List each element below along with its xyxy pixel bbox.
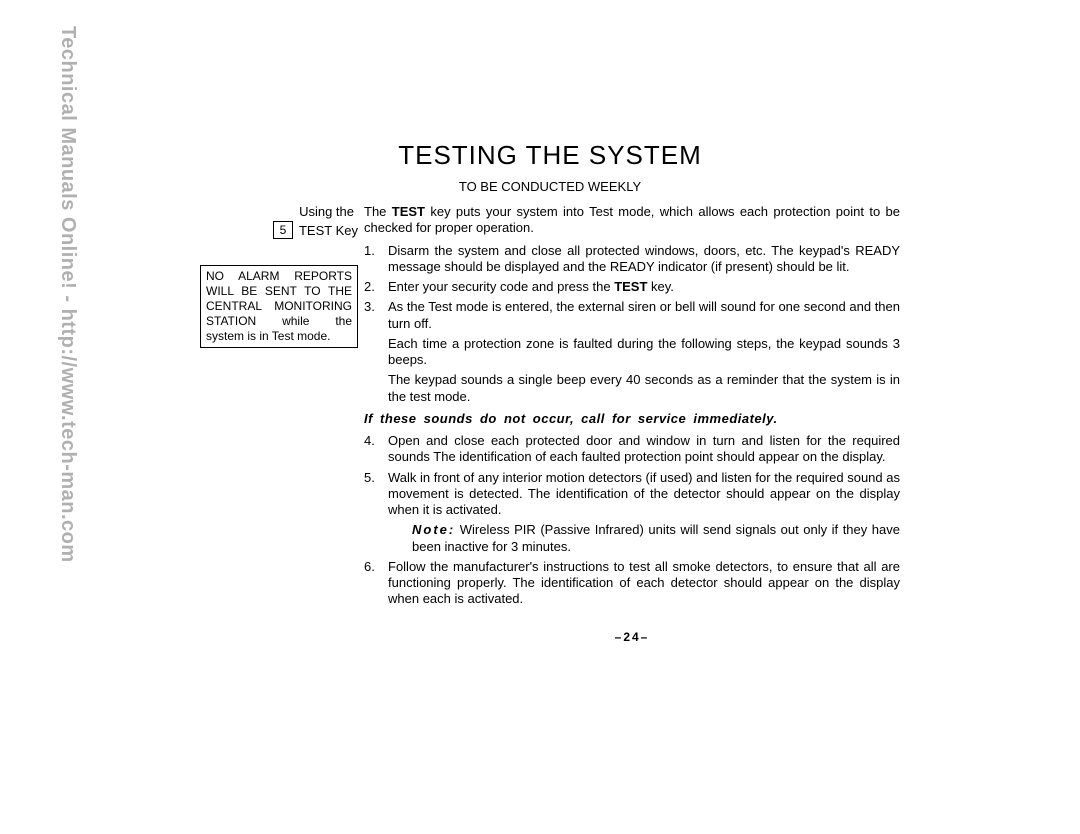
- notice-line: system is in Test mode.: [206, 329, 352, 344]
- step-text: Enter your security code and press the T…: [388, 279, 900, 295]
- body-column: The TEST key puts your system into Test …: [364, 204, 900, 645]
- step-5: 5. Walk in front of any interior motion …: [364, 470, 900, 519]
- key-row: 5 TEST Key: [200, 221, 358, 239]
- two-column-layout: Using the 5 TEST Key NO ALARM REPORTS WI…: [200, 204, 900, 645]
- alarm-notice-box: NO ALARM REPORTS WILL BE SENT TO THE CEN…: [200, 265, 358, 348]
- step-3-sub1: Each time a protection zone is faulted d…: [388, 336, 900, 369]
- service-warning: If these sounds do not occur, call for s…: [364, 411, 900, 427]
- step-text: Follow the manufacturer's instructions t…: [388, 559, 900, 608]
- document-page: Technical Manuals Online! - http://www.t…: [0, 0, 1080, 834]
- notice-line: WILL BE SENT TO THE: [206, 284, 352, 299]
- step-3: 3. As the Test mode is entered, the exte…: [364, 299, 900, 332]
- step-number: 2.: [364, 279, 388, 295]
- notice-line: STATION while the: [206, 314, 352, 329]
- step-5-note: Note: Wireless PIR (Passive Infrared) un…: [412, 522, 900, 555]
- key-number-box: 5: [273, 221, 293, 239]
- step-text: As the Test mode is entered, the externa…: [388, 299, 900, 332]
- page-content: TESTING THE SYSTEM TO BE CONDUCTED WEEKL…: [200, 140, 900, 645]
- page-subtitle: TO BE CONDUCTED WEEKLY: [200, 179, 900, 194]
- step-text: Disarm the system and close all protecte…: [388, 243, 900, 276]
- watermark-text: Technical Manuals Online! - http://www.t…: [56, 26, 79, 563]
- step-number: 3.: [364, 299, 388, 332]
- step-number: 5.: [364, 470, 388, 519]
- page-number: –24–: [364, 630, 900, 645]
- step-3-sub2: The keypad sounds a single beep every 40…: [388, 372, 900, 405]
- step-4: 4. Open and close each protected door an…: [364, 433, 900, 466]
- step-2-bold: TEST: [614, 279, 647, 294]
- using-key-block: Using the 5 TEST Key: [200, 204, 358, 239]
- step-text: Walk in front of any interior motion det…: [388, 470, 900, 519]
- step-number: 4.: [364, 433, 388, 466]
- step-text: Open and close each protected door and w…: [388, 433, 900, 466]
- steps-list-cont: 4. Open and close each protected door an…: [364, 433, 900, 518]
- sidebar-column: Using the 5 TEST Key NO ALARM REPORTS WI…: [200, 204, 358, 348]
- key-label: TEST Key: [299, 223, 358, 238]
- page-title: TESTING THE SYSTEM: [200, 140, 900, 171]
- step-2: 2. Enter your security code and press th…: [364, 279, 900, 295]
- step-1: 1. Disarm the system and close all prote…: [364, 243, 900, 276]
- step-2-post: key.: [647, 279, 674, 294]
- note-label: Note:: [412, 522, 455, 537]
- step-number: 1.: [364, 243, 388, 276]
- step-number: 6.: [364, 559, 388, 608]
- intro-bold: TEST: [392, 204, 425, 219]
- steps-list-cont2: 6. Follow the manufacturer's instruction…: [364, 559, 900, 608]
- intro-post: key puts your system into Test mode, whi…: [364, 204, 900, 235]
- intro-paragraph: The TEST key puts your system into Test …: [364, 204, 900, 237]
- note-text: Wireless PIR (Passive Infrared) units wi…: [412, 522, 900, 553]
- notice-line: NO ALARM REPORTS: [206, 269, 352, 284]
- using-label: Using the: [200, 204, 358, 219]
- step-2-pre: Enter your security code and press the: [388, 279, 614, 294]
- notice-line: CENTRAL MONITORING: [206, 299, 352, 314]
- steps-list: 1. Disarm the system and close all prote…: [364, 243, 900, 332]
- intro-pre: The: [364, 204, 392, 219]
- step-6: 6. Follow the manufacturer's instruction…: [364, 559, 900, 608]
